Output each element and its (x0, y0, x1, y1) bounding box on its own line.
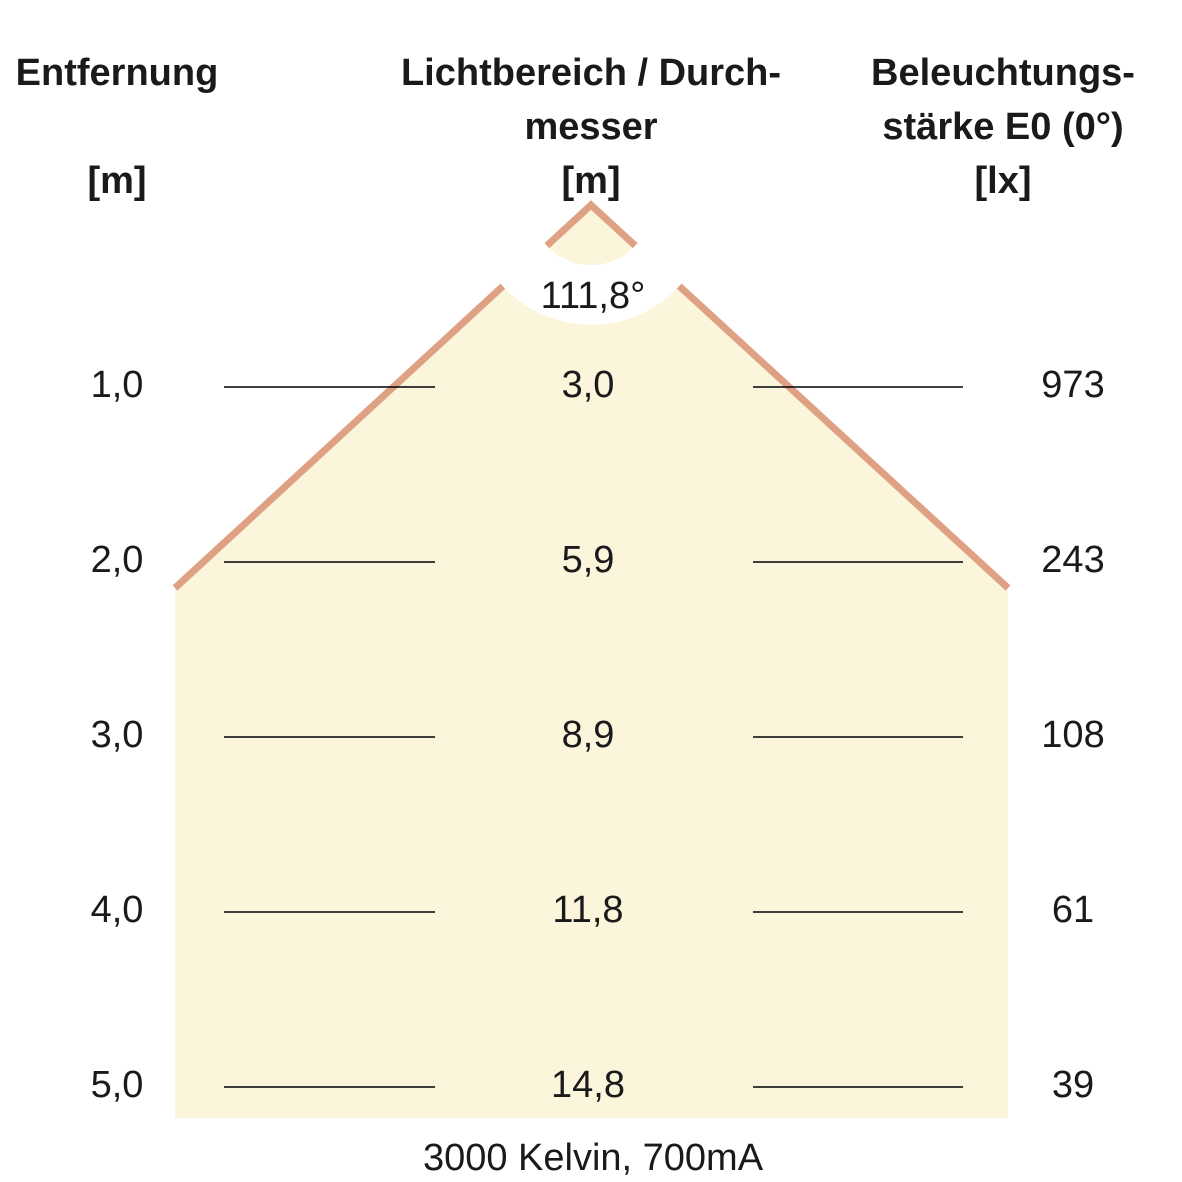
row-1-diameter: 3,0 (561, 364, 615, 406)
row-2-diameter: 5,9 (561, 539, 615, 581)
header-distance: Entfernung (15, 52, 219, 94)
row-2-distance: 2,0 (90, 539, 144, 581)
row-5-diameter: 14,8 (551, 1064, 625, 1106)
header-illuminance-line1: Beleuchtungs- (871, 52, 1135, 94)
row-4-distance: 4,0 (90, 889, 144, 931)
row-5-distance: 5,0 (90, 1064, 144, 1106)
row-4-diameter: 11,8 (552, 889, 624, 931)
footer-lamp-spec: 3000 Kelvin, 700mA (422, 1137, 764, 1179)
beam-angle-arc-band (482, 230, 700, 325)
row-3-diameter: 8,9 (561, 714, 615, 756)
row-1-distance: 1,0 (90, 364, 144, 406)
row-5-illuminance: 39 (1051, 1064, 1095, 1106)
header-diameter-unit: [m] (561, 160, 621, 202)
row-2-illuminance: 243 (1041, 539, 1105, 581)
light-cone-fill (175, 205, 1008, 1118)
beam-angle-label: 111,8° (540, 275, 646, 317)
header-illuminance-line2: stärke E0 (0°) (882, 106, 1124, 148)
header-distance-unit: [m] (87, 160, 147, 202)
row-3-illuminance: 108 (1041, 714, 1105, 756)
header-diameter-line2: messer (524, 106, 658, 148)
row-4-illuminance: 61 (1051, 889, 1095, 931)
cone-edge-stroke (172, 200, 1011, 591)
row-3-distance: 3,0 (90, 714, 144, 756)
header-illuminance-unit: [lx] (974, 160, 1032, 202)
header-diameter-line1: Lichtbereich / Durch- (400, 52, 782, 94)
row-1-illuminance: 973 (1041, 364, 1105, 406)
